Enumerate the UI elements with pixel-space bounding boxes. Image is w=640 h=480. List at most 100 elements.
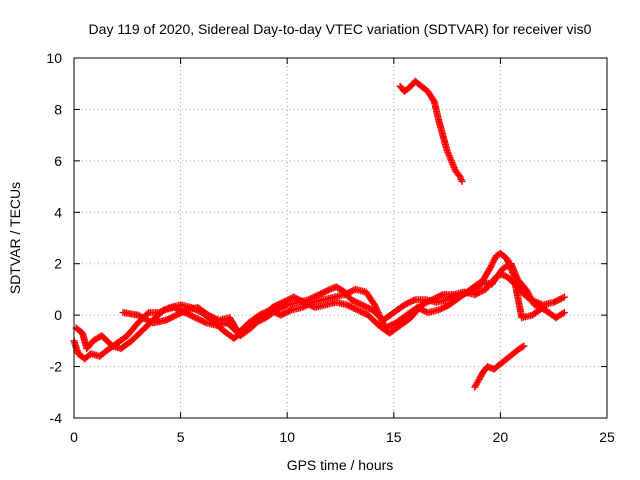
data-point: [371, 302, 379, 310]
data-point: [323, 287, 331, 295]
data-point: [428, 296, 436, 304]
data-point: [427, 296, 435, 304]
data-point: [345, 288, 353, 296]
x-tick-label: 15: [386, 429, 402, 445]
data-point: [190, 313, 198, 321]
data-point: [195, 315, 203, 323]
data-point: [487, 263, 495, 271]
x-tick-label: 25: [599, 429, 615, 445]
data-point: [410, 296, 418, 304]
data-point: [386, 322, 394, 330]
series-track-c: [119, 270, 547, 340]
y-tick-label: 0: [54, 307, 62, 323]
data-point: [371, 301, 379, 309]
data-point: [358, 308, 366, 316]
data-point: [375, 310, 383, 318]
data-point: [538, 304, 546, 312]
data-point: [441, 303, 449, 311]
y-tick-label: -2: [50, 359, 63, 375]
data-point: [286, 307, 294, 315]
data-point: [489, 258, 497, 266]
data-point: [361, 302, 369, 310]
data-point: [321, 288, 329, 296]
data-point: [287, 295, 295, 303]
data-point: [554, 296, 562, 304]
data-point: [284, 296, 292, 304]
data-point: [433, 294, 441, 302]
data-point: [192, 314, 200, 322]
data-point: [487, 262, 495, 270]
data-point: [274, 300, 282, 308]
y-tick-label: 10: [46, 50, 62, 66]
data-point: [364, 304, 372, 312]
data-point: [378, 318, 386, 326]
data-point: [407, 298, 415, 306]
data-point: [196, 316, 204, 324]
y-tick-label: 4: [54, 204, 62, 220]
data-point: [357, 307, 365, 315]
data-point: [365, 305, 373, 313]
data-point: [486, 265, 494, 273]
data-point: [354, 306, 362, 314]
y-tick-label: 8: [54, 101, 62, 117]
data-point: [436, 292, 444, 300]
data-point: [400, 301, 408, 309]
data-point: [434, 293, 442, 301]
data-point: [437, 291, 445, 299]
data-point: [296, 296, 304, 304]
data-point: [425, 297, 433, 305]
data-point: [166, 314, 174, 322]
data-point: [372, 304, 380, 312]
data-point: [478, 287, 486, 295]
data-point: [418, 301, 426, 309]
data-point: [282, 297, 290, 305]
data-point: [560, 309, 568, 317]
data-point: [278, 310, 286, 318]
data-point: [475, 288, 483, 296]
data-point: [271, 308, 279, 316]
data-point: [376, 313, 384, 321]
data-point: [436, 305, 444, 313]
data-point: [349, 296, 357, 304]
data-point: [168, 313, 176, 321]
data-point: [477, 288, 485, 296]
data-point: [442, 302, 450, 310]
data-point: [187, 312, 195, 320]
data-point: [317, 290, 325, 298]
data-point: [557, 295, 565, 303]
data-point: [408, 297, 416, 305]
data-series: [70, 77, 568, 391]
data-point: [435, 306, 443, 314]
data-point: [303, 300, 311, 308]
data-point: [163, 316, 171, 324]
data-point: [429, 96, 437, 104]
data-point: [488, 260, 496, 268]
data-point: [291, 294, 299, 302]
data-point: [472, 290, 480, 298]
data-point: [377, 315, 385, 323]
y-tick-label: 6: [54, 153, 62, 169]
data-point: [419, 300, 427, 308]
data-point: [358, 301, 366, 309]
data-point: [355, 299, 363, 307]
data-point: [424, 298, 432, 306]
x-tick-label: 5: [177, 429, 185, 445]
data-point: [162, 316, 170, 324]
data-point: [344, 302, 352, 310]
data-point: [280, 310, 288, 318]
data-point: [341, 291, 349, 299]
data-point: [355, 307, 363, 315]
data-point: [290, 293, 298, 301]
data-point: [360, 309, 368, 317]
data-point: [347, 288, 355, 296]
data-point: [318, 289, 326, 297]
data-point: [551, 298, 559, 306]
data-point: [438, 305, 446, 313]
data-point: [315, 291, 323, 299]
data-point: [378, 316, 386, 324]
data-point: [181, 307, 189, 315]
data-point: [344, 289, 352, 297]
data-point: [474, 289, 482, 297]
data-point: [471, 291, 479, 299]
